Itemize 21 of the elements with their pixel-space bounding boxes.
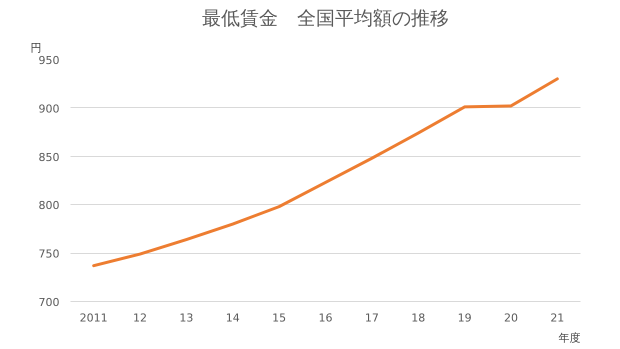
x-tick-label: 20 [504,312,518,324]
x-tick-label: 19 [458,312,472,324]
x-axis-title: 年度 [558,332,580,344]
x-tick-label: 14 [226,312,240,324]
y-tick-label: 900 [38,102,60,116]
line-series [92,77,559,268]
x-tick-label: 18 [411,312,426,324]
y-tick-label: 700 [38,296,60,309]
y-axis-title: 円 [30,42,42,54]
y-tick-label: 800 [38,199,60,212]
x-tick-label: 15 [272,312,286,324]
chart-title: 最低賃金 全国平均額の推移 [202,8,449,30]
x-tick-label: 13 [179,312,194,324]
x-tick-label: 17 [364,312,379,324]
x-tick-label: 2011 [80,312,108,324]
y-tick-label: 750 [38,248,60,261]
y-tick-label: 950 [38,54,60,67]
x-tick-label: 21 [550,312,564,324]
x-tick-label: 16 [318,312,332,324]
y-tick-label: 850 [38,150,60,164]
x-tick-label: 12 [133,312,148,324]
